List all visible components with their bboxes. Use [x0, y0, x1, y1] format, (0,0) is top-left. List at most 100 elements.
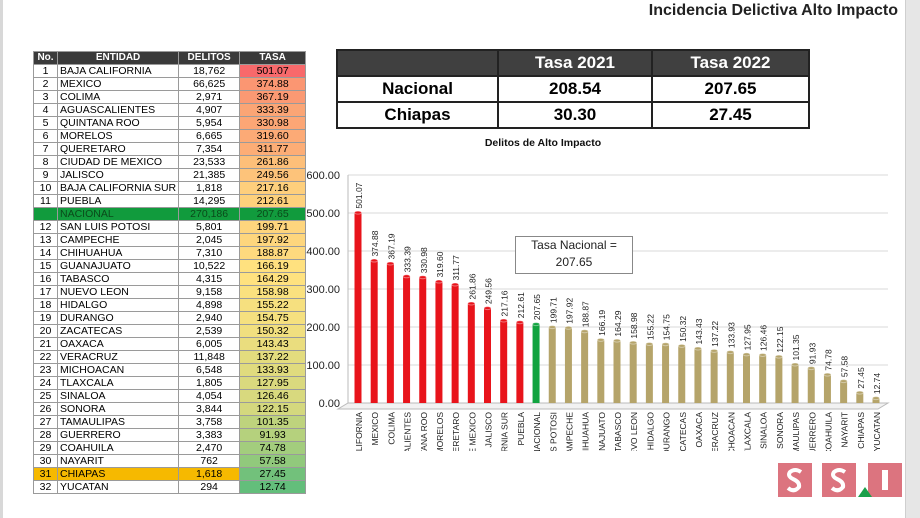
cell-tasa: 311.77: [239, 142, 307, 156]
category-label: SONORA: [775, 412, 785, 449]
cell-entidad: DURANGO: [56, 311, 180, 325]
bar-cap: [823, 372, 832, 377]
cell-delitos: 3,844: [178, 402, 241, 416]
value-label: 101.35: [791, 334, 801, 360]
bar-cap: [855, 390, 864, 395]
cell-no: 32: [33, 480, 58, 494]
category-label: SAN LUIS POTOSI: [548, 412, 558, 451]
ssi-logo: [778, 463, 902, 497]
table-row: 31 CHIAPAS 1,618 27.45: [33, 467, 307, 481]
cell-entidad: YUCATAN: [56, 480, 180, 494]
cell-no: 29: [33, 441, 58, 455]
category-label: MEXICO: [370, 412, 380, 446]
table-row: 11 PUEBLA 14,295 212.61: [33, 194, 307, 208]
value-label: 143.43: [694, 318, 704, 344]
bar-cap: [532, 322, 541, 327]
cell-no: [33, 207, 58, 221]
table-row: 7 QUERETARO 7,354 311.77: [33, 142, 307, 156]
table-row: 25 SINALOA 4,054 126.46: [33, 389, 307, 403]
cell-tasa: 333.39: [239, 103, 307, 117]
cell-no: 25: [33, 389, 58, 403]
bar: [743, 354, 750, 403]
cell-delitos: 4,898: [178, 298, 241, 312]
cell-entidad: MICHOACAN: [56, 363, 180, 377]
bar: [435, 281, 443, 403]
category-label: TABASCO: [613, 412, 623, 451]
bar: [662, 344, 670, 403]
y-tick-label: 600.00: [306, 170, 340, 182]
cell-delitos: 2,539: [178, 324, 241, 338]
bar-cap: [839, 379, 848, 384]
cell-tasa: 367.19: [239, 90, 307, 104]
value-label: 367.19: [386, 233, 396, 259]
header-entidad: ENTIDAD: [56, 51, 180, 65]
cell-entidad: GUANAJUATO: [56, 259, 180, 273]
cell-no: 30: [33, 454, 58, 468]
cell-delitos: 7,354: [178, 142, 241, 156]
cell-delitos: 1,618: [178, 467, 241, 481]
table-row: 4 AGUASCALIENTES 4,907 333.39: [33, 103, 307, 117]
ranking-table: No. ENTIDAD DELITOS TASA 1 BAJA CALIFORNI…: [33, 51, 307, 494]
bar-cap: [483, 306, 492, 311]
cell-tasa: 158.98: [239, 285, 307, 299]
category-label: CHIHUAHUA: [581, 412, 591, 451]
category-label: QUINTANA ROO: [419, 412, 429, 451]
bar-cap: [564, 325, 573, 330]
bar: [791, 364, 799, 403]
window-scrollbar[interactable]: [905, 0, 920, 518]
value-label: 501.07: [354, 182, 364, 208]
bar-cap: [548, 325, 557, 330]
cell-tasa: 330.98: [239, 116, 307, 130]
table-row: 16 TABASCO 4,315 164.29: [33, 272, 307, 286]
cell-tasa: 150.32: [239, 324, 307, 338]
bar: [759, 354, 767, 403]
bar-cap: [872, 396, 880, 401]
category-label: BAJA CALIFORNIA SUR: [500, 412, 510, 451]
logo-letter-s: [830, 468, 847, 493]
cell-no: 18: [33, 298, 58, 312]
bar: [856, 392, 864, 403]
comparison-2022: 207.65: [651, 75, 810, 103]
cell-tasa: 143.43: [239, 337, 307, 351]
cell-delitos: 6,548: [178, 363, 241, 377]
bar: [403, 276, 411, 403]
cell-delitos: 1,805: [178, 376, 241, 390]
table-row: 20 ZACATECAS 2,539 150.32: [33, 324, 307, 338]
table-row: 3 COLIMA 2,971 367.19: [33, 90, 307, 104]
cell-entidad: CAMPECHE: [56, 233, 180, 247]
bar: [564, 327, 572, 403]
cell-entidad: SONORA: [56, 402, 180, 416]
cell-no: 20: [33, 324, 58, 338]
cell-entidad: TAMAULIPAS: [56, 415, 180, 429]
cell-entidad: AGUASCALIENTES: [56, 103, 180, 117]
cell-entidad: TLAXCALA: [56, 376, 180, 390]
cell-delitos: 66,625: [178, 77, 241, 91]
bar-cap: [710, 348, 719, 353]
up-arrow-icon: [858, 487, 872, 497]
cell-no: 21: [33, 337, 58, 351]
cell-no: 9: [33, 168, 58, 182]
category-label: MICHOACAN: [726, 412, 736, 451]
bar-cap: [758, 352, 767, 357]
logo-letter-i: [882, 470, 888, 490]
bar-cap: [386, 261, 395, 266]
national-rate-callout: Tasa Nacional = 207.65: [515, 236, 633, 274]
cell-delitos: 4,054: [178, 389, 241, 403]
bar-cap: [774, 354, 783, 359]
y-tick-label: 300.00: [306, 284, 340, 296]
table-row: 28 GUERRERO 3,383 91.93: [33, 428, 307, 442]
table-row: 9 JALISCO 21,385 249.56: [33, 168, 307, 182]
bar-cap: [807, 366, 816, 371]
cell-tasa: 374.88: [239, 77, 307, 91]
category-label: SINALOA: [759, 412, 769, 449]
bar: [354, 212, 362, 403]
value-label: 57.58: [840, 356, 850, 378]
cell-entidad: JALISCO: [56, 168, 180, 182]
cell-delitos: 6,005: [178, 337, 241, 351]
bar: [370, 260, 378, 403]
cell-delitos: 1,818: [178, 181, 241, 195]
comparison-header-2021: Tasa 2021: [497, 49, 653, 77]
value-label: 333.39: [403, 246, 413, 272]
category-label: COLIMA: [386, 412, 396, 445]
bar: [516, 322, 524, 403]
